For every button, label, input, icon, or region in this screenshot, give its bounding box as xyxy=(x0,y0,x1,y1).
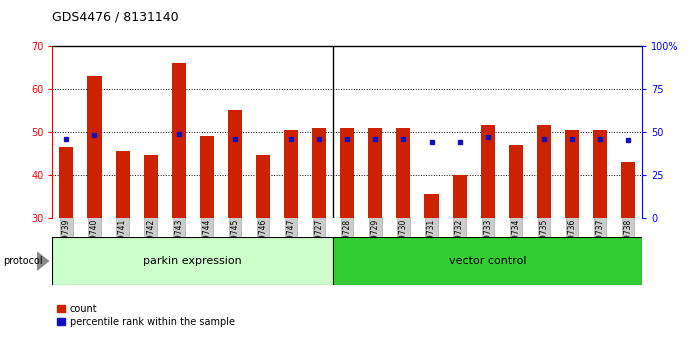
Text: parkin expression: parkin expression xyxy=(143,256,242,266)
Bar xyxy=(537,125,551,218)
Bar xyxy=(312,127,326,218)
Bar xyxy=(59,147,73,218)
Bar xyxy=(340,127,355,218)
Text: vector control: vector control xyxy=(449,256,526,266)
Bar xyxy=(87,76,101,218)
Text: protocol: protocol xyxy=(3,256,43,266)
Bar xyxy=(52,237,333,285)
Bar xyxy=(284,130,298,218)
Bar xyxy=(228,110,242,218)
Bar xyxy=(369,127,383,218)
Bar xyxy=(424,194,438,218)
Bar xyxy=(256,155,270,218)
Text: GDS4476 / 8131140: GDS4476 / 8131140 xyxy=(52,11,179,24)
Bar xyxy=(621,162,635,218)
Bar xyxy=(116,151,130,218)
Bar xyxy=(481,125,495,218)
Bar xyxy=(333,237,642,285)
Legend: count, percentile rank within the sample: count, percentile rank within the sample xyxy=(57,304,235,327)
Bar xyxy=(452,175,467,218)
Bar xyxy=(200,136,214,218)
Bar xyxy=(396,127,410,218)
Bar xyxy=(565,130,579,218)
Polygon shape xyxy=(37,251,50,271)
Bar xyxy=(509,145,523,218)
Bar xyxy=(172,63,186,218)
Bar xyxy=(144,155,158,218)
Bar xyxy=(593,130,607,218)
